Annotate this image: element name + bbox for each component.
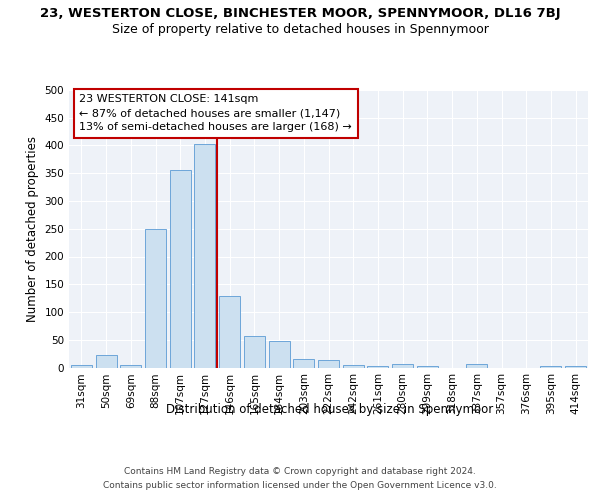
Bar <box>367 366 388 368</box>
Bar <box>95 356 116 368</box>
Bar <box>318 360 339 368</box>
Text: Contains HM Land Registry data © Crown copyright and database right 2024.
Contai: Contains HM Land Registry data © Crown c… <box>103 468 497 489</box>
Text: 23, WESTERTON CLOSE, BINCHESTER MOOR, SPENNYMOOR, DL16 7BJ: 23, WESTERTON CLOSE, BINCHESTER MOOR, SP… <box>40 8 560 20</box>
Bar <box>120 364 141 368</box>
Bar <box>219 296 240 368</box>
Y-axis label: Number of detached properties: Number of detached properties <box>26 136 39 322</box>
Bar <box>565 366 586 368</box>
Bar <box>466 364 487 368</box>
Bar <box>392 364 413 368</box>
Bar <box>541 366 562 368</box>
Bar <box>269 341 290 367</box>
Bar <box>244 336 265 368</box>
Bar <box>343 364 364 368</box>
Text: Distribution of detached houses by size in Spennymoor: Distribution of detached houses by size … <box>166 402 494 415</box>
Bar <box>71 364 92 368</box>
Bar <box>170 170 191 368</box>
Bar <box>417 366 438 368</box>
Text: 23 WESTERTON CLOSE: 141sqm
← 87% of detached houses are smaller (1,147)
13% of s: 23 WESTERTON CLOSE: 141sqm ← 87% of deta… <box>79 94 352 132</box>
Bar <box>293 358 314 368</box>
Text: Size of property relative to detached houses in Spennymoor: Size of property relative to detached ho… <box>112 22 488 36</box>
Bar <box>194 144 215 368</box>
Bar <box>145 229 166 368</box>
